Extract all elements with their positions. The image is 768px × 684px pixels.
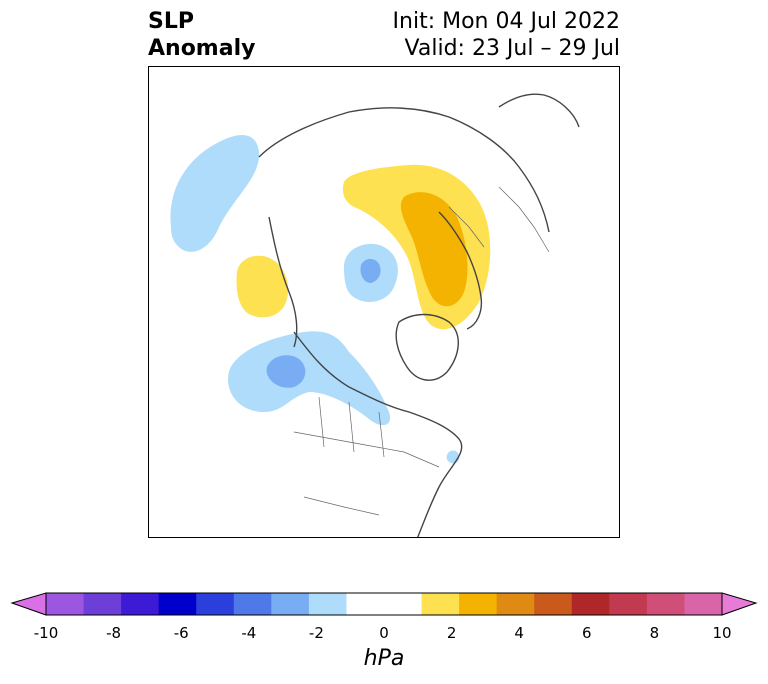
colorbar-cell — [609, 593, 648, 615]
colorbar-cell — [384, 593, 423, 615]
colorbar-cell — [459, 593, 498, 615]
colorbar-tick-label: 0 — [379, 624, 389, 642]
coastline-eurasia-north — [258, 107, 550, 233]
colorbar-cell — [496, 593, 535, 615]
colorbar-cell — [121, 593, 160, 615]
colorbar-tick-label: -4 — [241, 624, 257, 642]
map-title: SLP Anomaly — [148, 8, 255, 62]
colorbar-cell — [308, 593, 347, 615]
anomaly-positive-europe-core — [400, 192, 468, 307]
init-date: Init: Mon 04 Jul 2022 — [392, 9, 620, 34]
colorbar-cell — [421, 593, 460, 615]
coastline-alaska — [268, 216, 298, 348]
border-canada-provinces — [318, 396, 385, 458]
colorbar-cell — [534, 593, 573, 615]
colorbar-tick-label: 6 — [582, 624, 592, 642]
valid-range: Valid: 23 Jul – 29 Jul — [404, 36, 620, 61]
colorbar — [10, 592, 758, 616]
coastline-scandinavia — [438, 211, 483, 330]
border-canada-us — [293, 431, 440, 468]
colorbar-cell — [684, 593, 723, 615]
colorbar-tick-label: 10 — [712, 624, 732, 642]
colorbar-right-arrow — [721, 592, 758, 616]
colorbar-cell — [571, 593, 610, 615]
colorbar-cells — [46, 593, 723, 615]
anomaly-negative-hudson-core — [266, 355, 306, 388]
title-line-2: Anomaly — [148, 36, 256, 61]
colorbar-tick-label: -6 — [173, 624, 189, 642]
colorbar-cell — [158, 593, 197, 615]
coastline-greenland — [395, 313, 459, 381]
colorbar-left-arrow — [10, 592, 47, 616]
colorbar-cell — [196, 593, 235, 615]
colorbar-tick-label: 4 — [514, 624, 524, 642]
anomaly-negative-hudson — [228, 331, 391, 426]
colorbar-tick-label: -2 — [308, 624, 324, 642]
colorbar-cell — [233, 593, 272, 615]
title-line-1: SLP — [148, 9, 194, 34]
political-borders — [293, 186, 550, 516]
colorbar-unit-label: hPa — [363, 646, 405, 671]
coastline-east-asia — [498, 93, 580, 128]
coastlines — [258, 93, 580, 537]
border-russia-west — [448, 206, 485, 248]
slp-anomaly-map — [170, 93, 580, 537]
anomaly-shading — [170, 134, 491, 464]
coastline-north-america — [293, 331, 463, 537]
map-panel — [148, 66, 620, 538]
border-eurasia-interior — [498, 186, 550, 253]
anomaly-negative-atlantic-spot — [446, 450, 460, 464]
colorbar-cell — [271, 593, 310, 615]
colorbar-tick-label: 2 — [446, 624, 457, 642]
colorbar-cell — [83, 593, 122, 615]
colorbar-cell — [646, 593, 685, 615]
colorbar-cell — [346, 593, 385, 615]
anomaly-positive-pacific — [236, 255, 289, 318]
border-us-mexico — [303, 496, 380, 516]
colorbar-tick-label: 8 — [649, 624, 660, 642]
colorbar-cell — [46, 593, 85, 615]
map-subtitle: Init: Mon 04 Jul 2022 Valid: 23 Jul – 29… — [393, 8, 620, 62]
colorbar-tick-label: -10 — [33, 624, 59, 642]
colorbar-tick-label: -8 — [106, 624, 122, 642]
anomaly-negative-pacific-west — [170, 134, 260, 252]
colorbar-border — [45, 592, 723, 616]
anomaly-negative-siberia-core — [360, 258, 381, 283]
